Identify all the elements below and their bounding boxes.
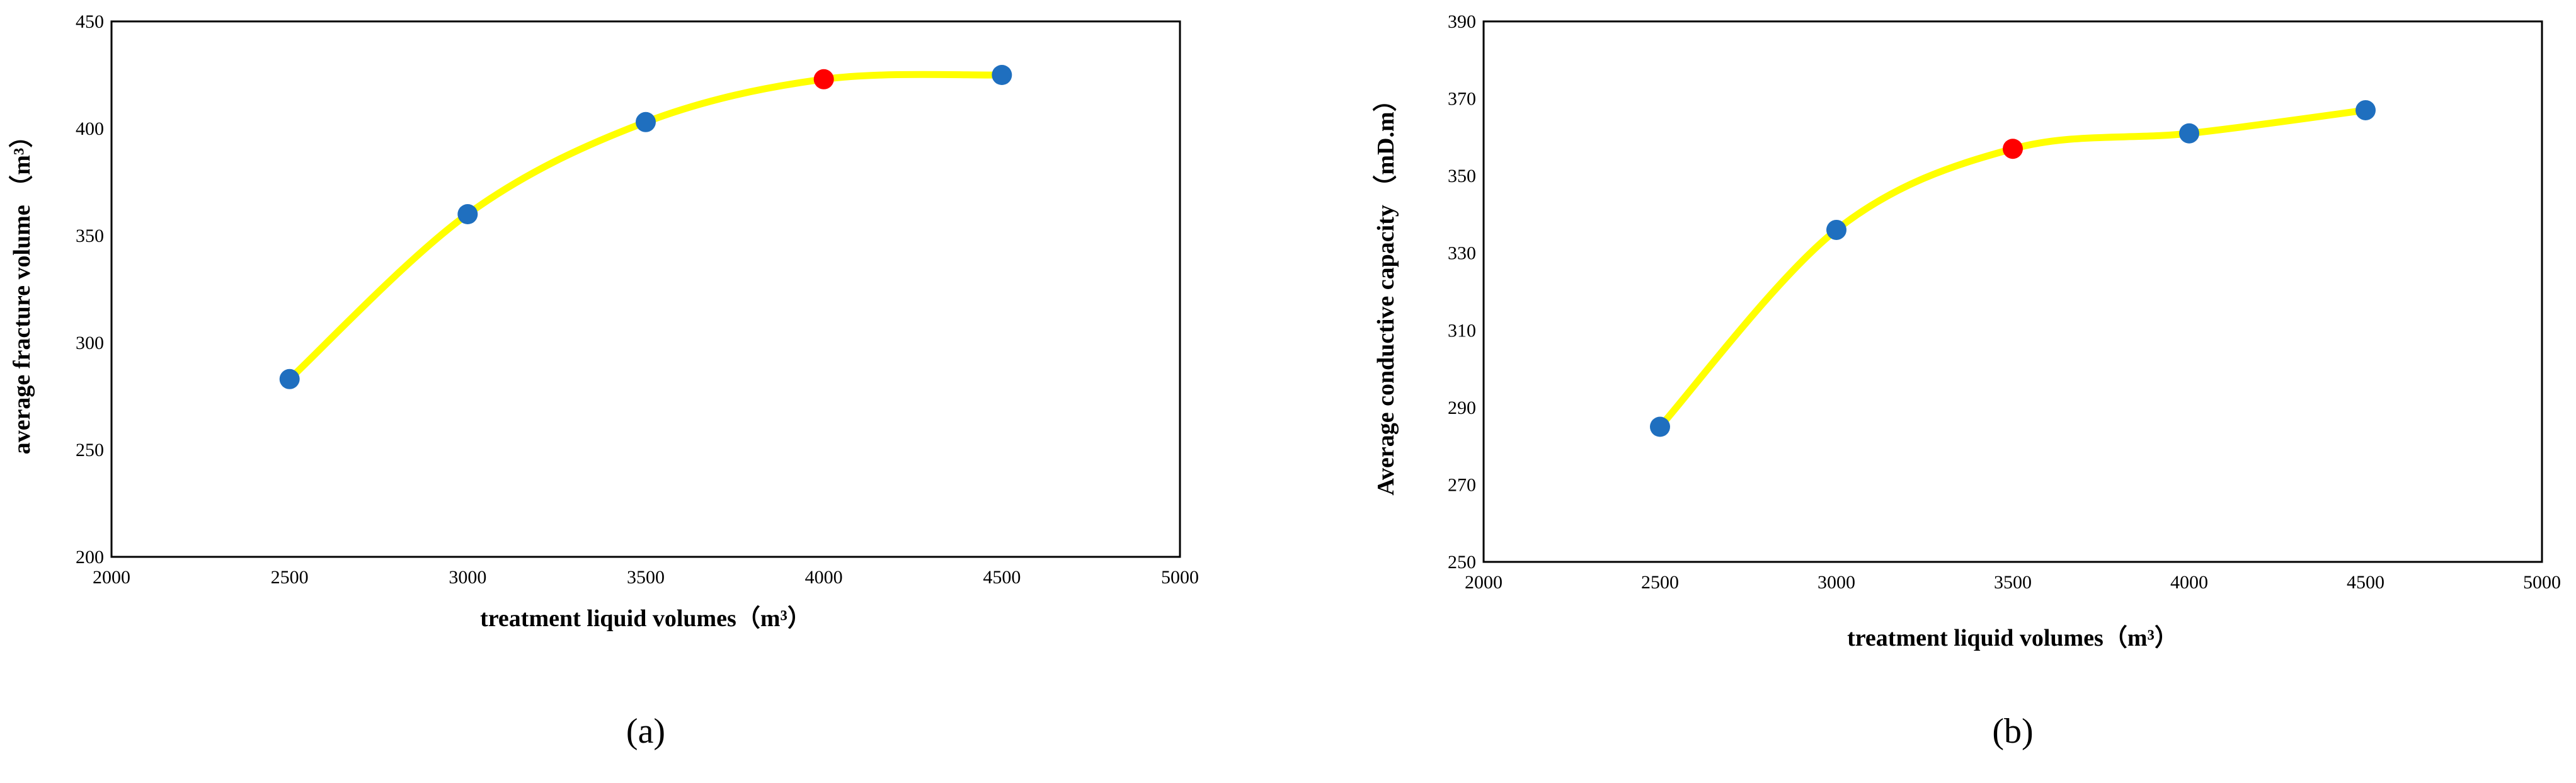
data-point bbox=[1650, 416, 1670, 437]
x-tick-label: 2000 bbox=[93, 567, 130, 588]
x-tick-label: 3500 bbox=[1994, 572, 2032, 593]
y-tick-label: 370 bbox=[1448, 89, 1476, 110]
plot-frame bbox=[1482, 20, 2543, 563]
x-tick-label: 2500 bbox=[1641, 572, 1679, 593]
x-tick-label: 3500 bbox=[627, 567, 665, 588]
y-tick-label: 300 bbox=[76, 333, 104, 353]
data-point bbox=[813, 69, 834, 89]
x-tick-label: 4500 bbox=[983, 567, 1021, 588]
y-tick-label: 290 bbox=[1448, 397, 1476, 418]
caption: (b) bbox=[1992, 712, 2033, 751]
plot-frame bbox=[110, 20, 1181, 558]
y-axis-title: average fracture volume （m³） bbox=[9, 124, 35, 455]
y-tick-label: 200 bbox=[76, 547, 104, 568]
x-tick-label: 3000 bbox=[1818, 572, 1855, 593]
data-point bbox=[1826, 219, 1846, 240]
data-point bbox=[636, 111, 656, 132]
data-point bbox=[2356, 100, 2376, 120]
y-tick-label: 350 bbox=[1448, 166, 1476, 186]
x-axis-title: treatment liquid volumes（m³） bbox=[1847, 625, 2178, 651]
x-axis-title: treatment liquid volumes（m³） bbox=[480, 605, 811, 632]
x-tick-label: 4000 bbox=[2170, 572, 2208, 593]
y-tick-label: 450 bbox=[76, 11, 104, 32]
chart: 250 270 290 310 330 350 370 390 2000 2500 3000 3500… bbox=[1373, 11, 2561, 751]
y-tick-label: 390 bbox=[1448, 11, 1476, 32]
y-tick-label: 270 bbox=[1448, 474, 1476, 495]
x-tick-label: 2000 bbox=[1465, 572, 1503, 593]
y-tick-label: 310 bbox=[1448, 320, 1476, 341]
y-tick-label: 250 bbox=[1448, 552, 1476, 573]
x-tick-label: 5000 bbox=[2523, 572, 2561, 593]
y-axis-title: Average conductive capacity （mD.m） bbox=[1373, 88, 1399, 495]
y-tick-label: 250 bbox=[76, 440, 104, 460]
data-point bbox=[2179, 123, 2199, 144]
x-tick-label: 5000 bbox=[1161, 567, 1199, 588]
chart: 200 250 300 350 400 450 2000 2500 3000 3500 4000 45… bbox=[9, 11, 1199, 751]
data-point bbox=[457, 204, 478, 224]
caption: (a) bbox=[626, 712, 665, 751]
series-line bbox=[1656, 106, 2369, 430]
y-tick-label: 400 bbox=[76, 118, 104, 139]
data-point bbox=[992, 65, 1012, 85]
data-point bbox=[2003, 139, 2023, 159]
y-tick-label: 330 bbox=[1448, 243, 1476, 264]
x-tick-label: 3000 bbox=[449, 567, 486, 588]
x-tick-label: 4000 bbox=[805, 567, 843, 588]
x-tick-label: 4500 bbox=[2347, 572, 2384, 593]
data-point bbox=[279, 369, 300, 389]
x-tick-label: 2500 bbox=[271, 567, 309, 588]
y-tick-label: 350 bbox=[76, 226, 104, 246]
